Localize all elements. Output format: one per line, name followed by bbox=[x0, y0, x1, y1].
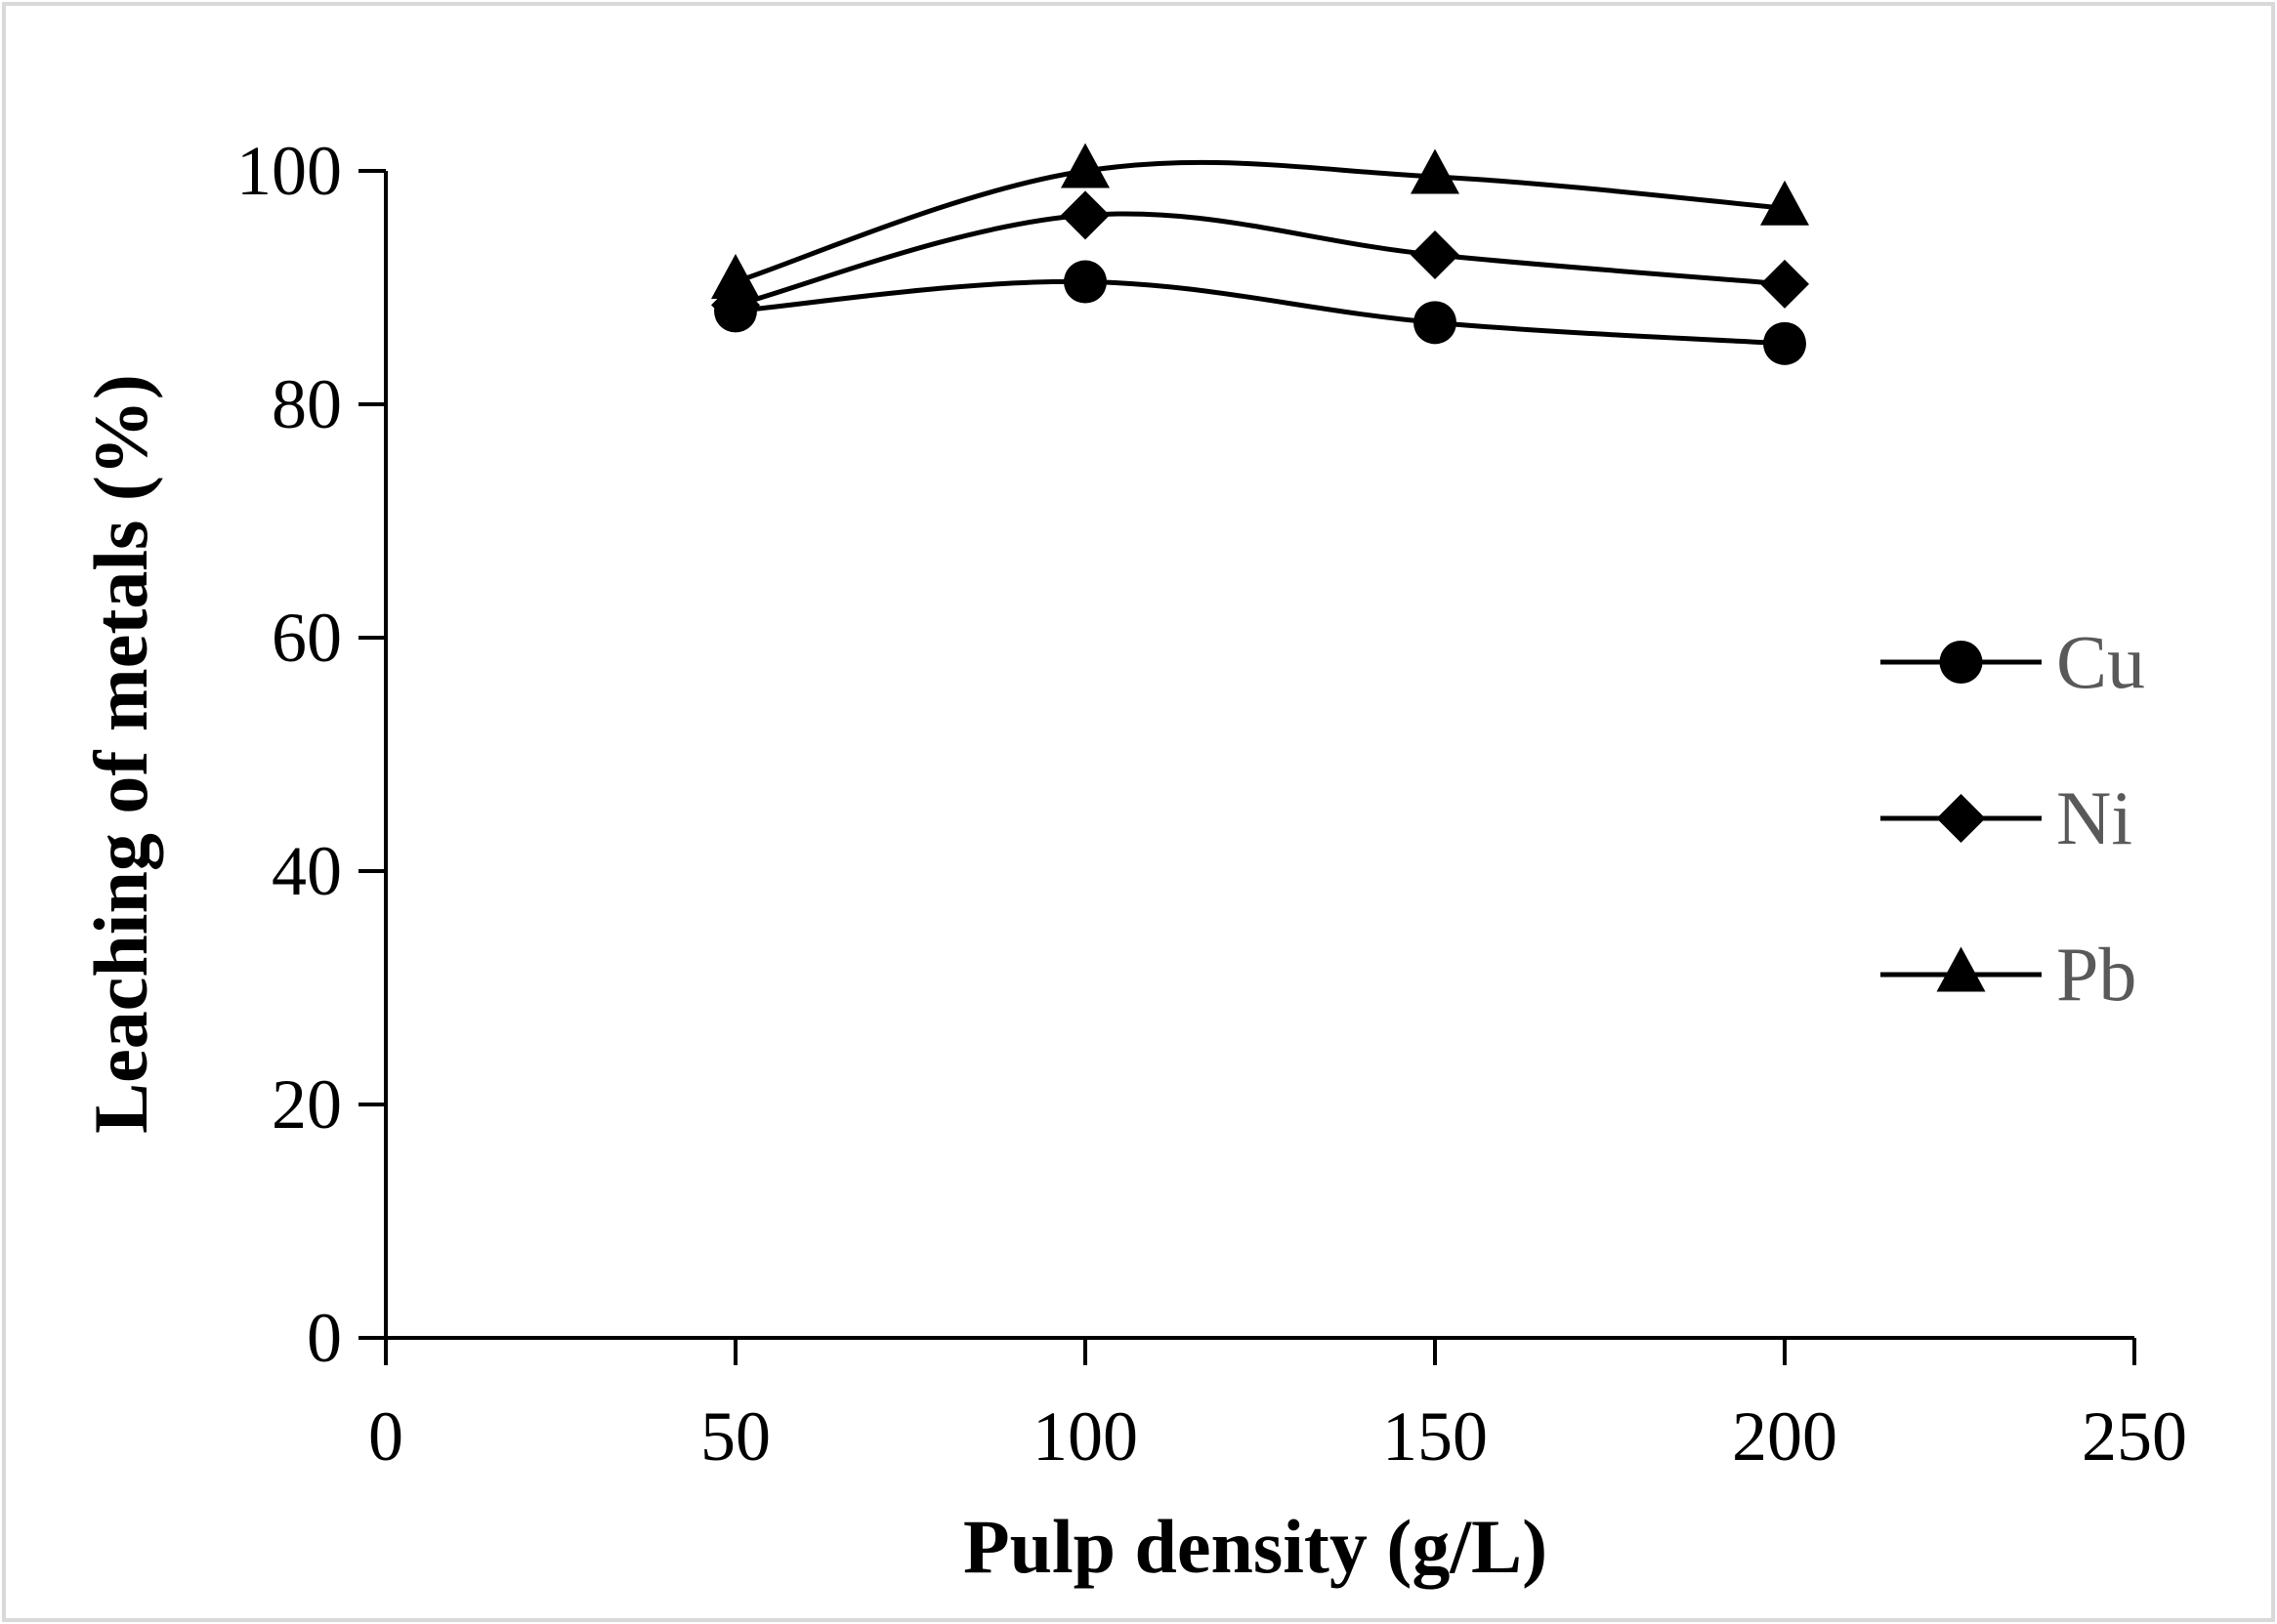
x-tick-label: 250 bbox=[2082, 1397, 2187, 1476]
series-markers bbox=[711, 143, 1809, 365]
data-point-pb bbox=[1760, 180, 1809, 226]
data-point-pb bbox=[1061, 143, 1110, 188]
y-tick-label: 100 bbox=[236, 132, 342, 210]
x-tick-label: 0 bbox=[368, 1397, 403, 1476]
legend-item-cu: Cu bbox=[1880, 619, 2145, 704]
legend-marker-cu bbox=[1939, 641, 1983, 684]
data-point-cu bbox=[1413, 301, 1456, 345]
axes bbox=[358, 169, 2136, 1365]
y-tick-label: 40 bbox=[272, 832, 342, 910]
y-tick-label: 20 bbox=[272, 1065, 342, 1144]
y-axis-title: Leaching of metals (%) bbox=[78, 374, 163, 1134]
data-point-pb bbox=[1411, 148, 1459, 194]
legend-marker-pb bbox=[1936, 946, 1986, 992]
data-point-ni bbox=[1411, 230, 1459, 280]
legend-item-pb: Pb bbox=[1880, 932, 2136, 1017]
legend: Cu Ni Pb bbox=[1880, 619, 2145, 1017]
x-axis-title: Pulp density (g/L) bbox=[963, 1504, 1547, 1589]
series-line-cu bbox=[735, 278, 1786, 347]
x-tick-label: 50 bbox=[700, 1397, 771, 1476]
y-tick-label: 0 bbox=[307, 1299, 342, 1377]
x-tick-label: 200 bbox=[1732, 1397, 1837, 1476]
x-tick-label: 100 bbox=[1033, 1397, 1138, 1476]
series-lines bbox=[735, 159, 1786, 347]
data-point-pb bbox=[711, 254, 760, 300]
data-point-ni bbox=[1061, 190, 1110, 240]
y-tick-label: 60 bbox=[272, 599, 342, 677]
data-point-cu bbox=[1763, 321, 1806, 365]
data-point-ni bbox=[1760, 259, 1809, 309]
series-line-ni bbox=[735, 211, 1786, 308]
legend-label-cu: Cu bbox=[2056, 619, 2145, 704]
data-point-cu bbox=[1064, 260, 1107, 304]
x-tick-label: 150 bbox=[1382, 1397, 1488, 1476]
legend-item-ni: Ni bbox=[1880, 775, 2132, 860]
legend-label-pb: Pb bbox=[2056, 932, 2136, 1017]
tick-labels: 0 20 40 60 80 100 0 50 100 150 200 250 bbox=[236, 132, 2187, 1476]
legend-marker-ni bbox=[1936, 794, 1986, 843]
y-tick-label: 80 bbox=[272, 365, 342, 443]
legend-label-ni: Ni bbox=[2056, 775, 2132, 860]
series-line-pb bbox=[735, 159, 1786, 284]
